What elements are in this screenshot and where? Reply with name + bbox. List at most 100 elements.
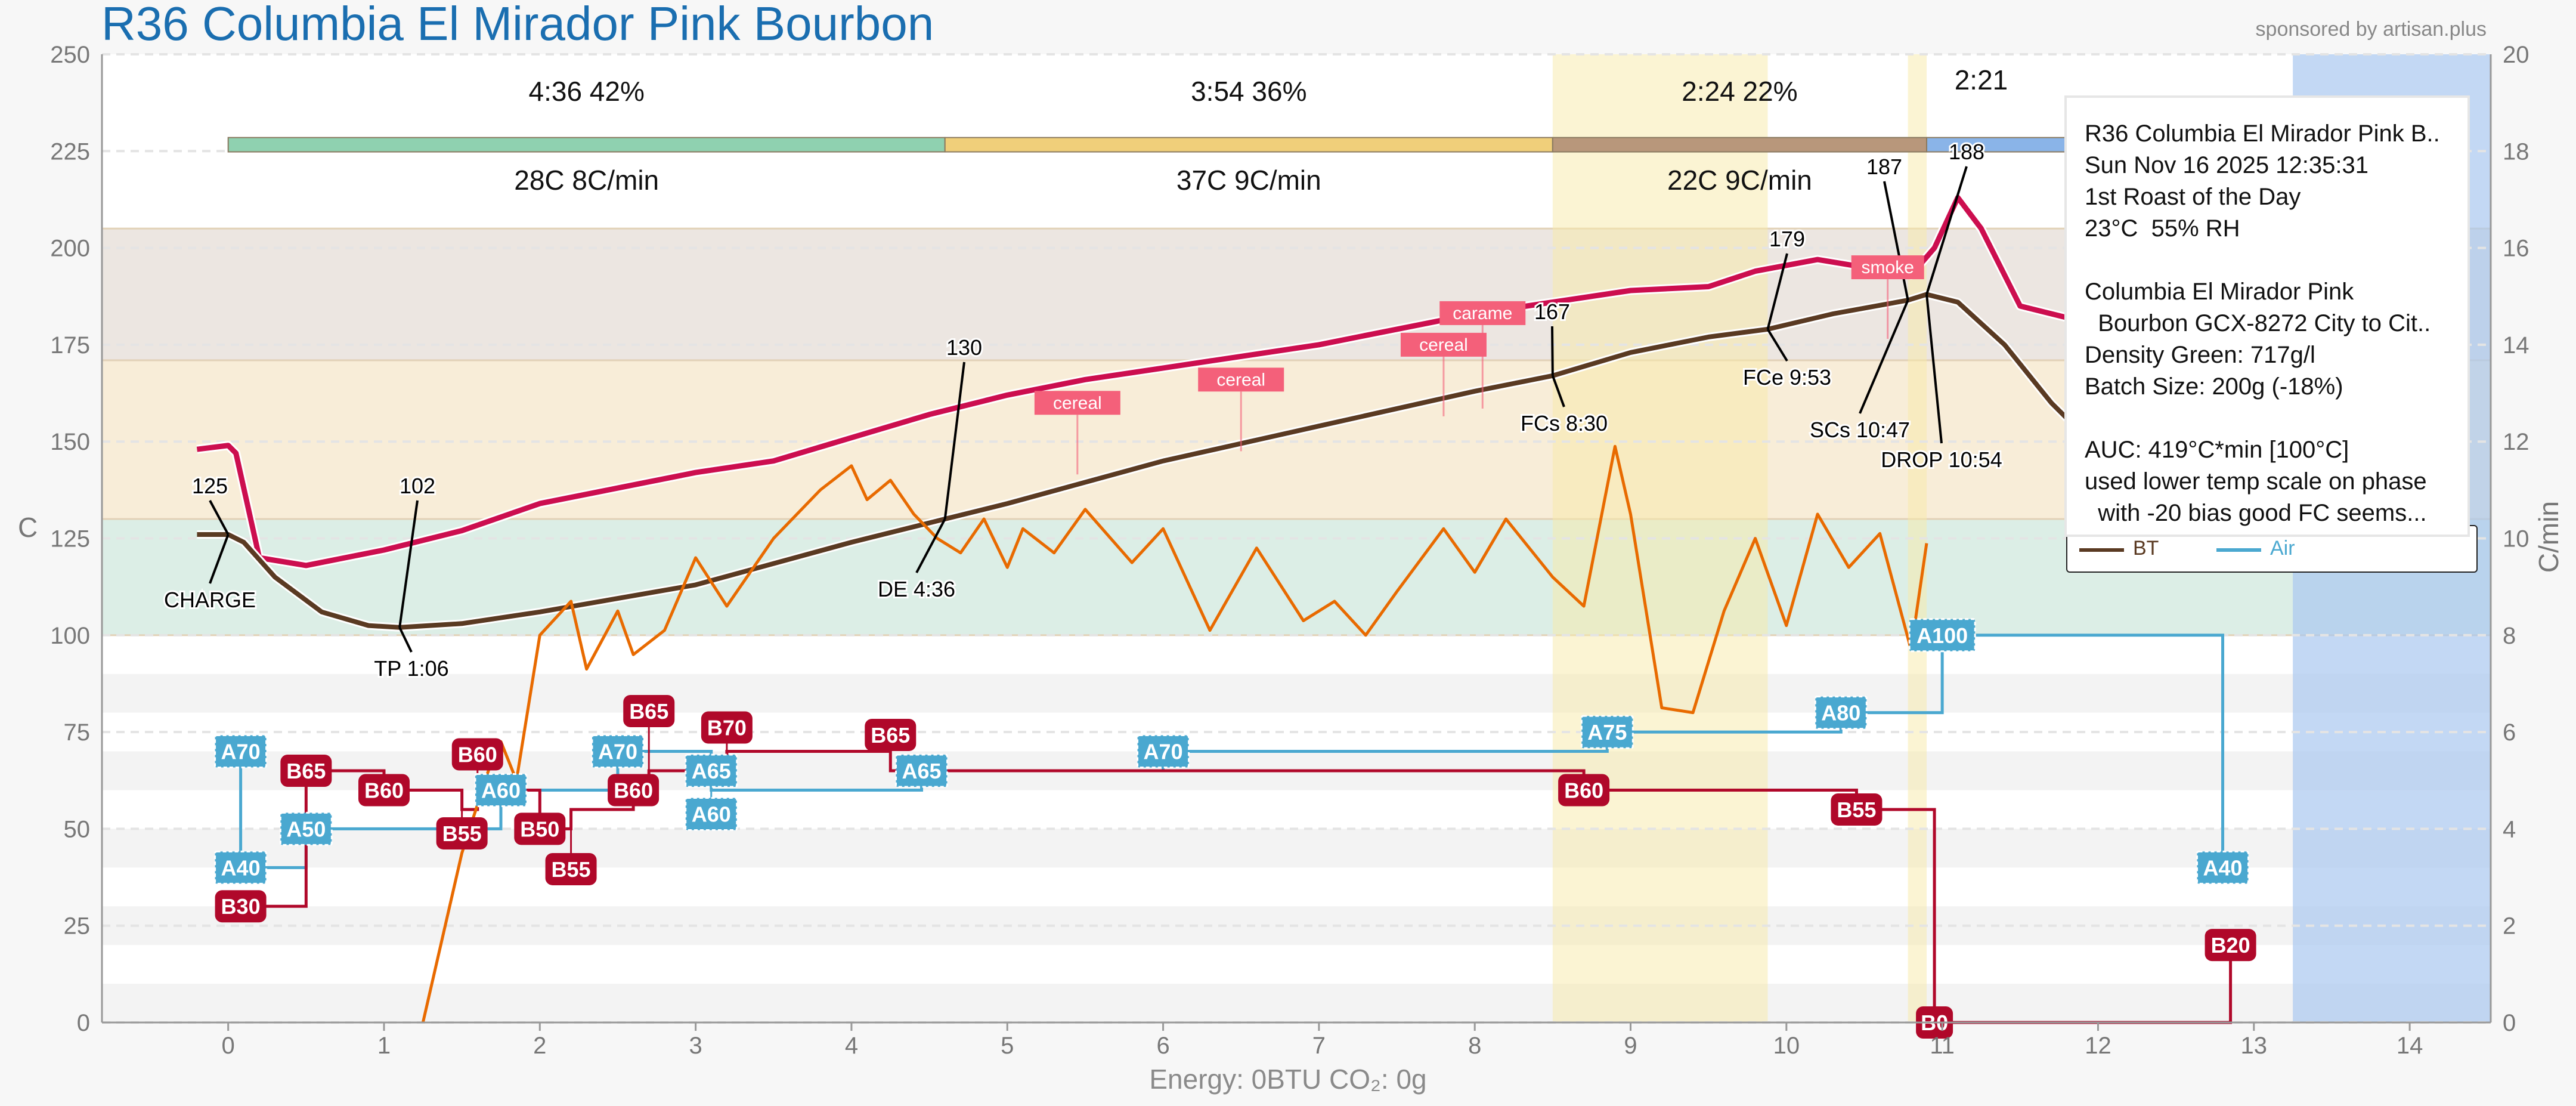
grid-stripe (102, 674, 2491, 713)
x-tick-label: 5 (1001, 1033, 1014, 1059)
air-tag (279, 811, 333, 846)
burner-tag (623, 695, 675, 728)
y2-tick-label: 12 (2503, 429, 2529, 455)
event-annotations: 125 CHARGE 102 TP 1:06 130 DE 4:36 167 FCs 8:30… (162, 138, 2004, 682)
burner-tag-label: B70 (707, 716, 747, 740)
info-line: Sun Nov 16 2025 12:35:31 (2085, 152, 2368, 178)
air-tag-label: A40 (2203, 855, 2243, 880)
event-leader (1925, 294, 1943, 444)
air-step-line (239, 634, 2225, 869)
flavor-tag-label: smoke (1862, 258, 1914, 277)
y-tick-label: 225 (50, 138, 90, 165)
burner-tag-label: B55 (442, 821, 482, 846)
event-value: 187 (1866, 155, 1902, 179)
air-tag-label: A60 (481, 778, 521, 802)
burner-tag-label: B55 (552, 857, 591, 882)
y2-tick-label: 10 (2503, 526, 2529, 552)
event-value: 125 (192, 474, 228, 498)
flavor-tag (1400, 332, 1487, 357)
air-tag-label: A70 (1144, 740, 1183, 764)
chart-axes: 0255075100125150175200225250024681012141… (50, 42, 2529, 1059)
event-leader (398, 626, 413, 653)
x-tick-label: 2 (533, 1033, 546, 1059)
bt-line (197, 292, 2100, 630)
y-axis-label: C (18, 512, 38, 543)
time-band (1552, 54, 1768, 1022)
burner-tag-label: B60 (458, 742, 497, 767)
burner-tag (701, 711, 753, 744)
air-tag-label: A100 (1916, 623, 1968, 648)
energy-footer: Energy: 0BTU CO₂: 0g (1149, 1064, 1427, 1095)
burner-tag-label: B30 (221, 894, 261, 919)
air-tag-label: A65 (692, 759, 731, 783)
burner-tag (865, 719, 917, 752)
phase-duration: 4:36 42% (529, 76, 645, 107)
phase-bars: 4:36 42% 28C 8C/min 3:54 36% 37C 9C/min 2:24… (227, 64, 2145, 196)
y2-tick-label: 0 (2503, 1010, 2516, 1036)
y2-tick-label: 4 (2503, 816, 2516, 842)
x-tick-label: 6 (1156, 1033, 1169, 1059)
y-tick-label: 75 (64, 719, 91, 746)
air-tag-label: A60 (692, 802, 731, 826)
info-line: Batch Size: 200g (-18%) (2085, 373, 2343, 400)
burner-tag-label: B55 (1837, 798, 1876, 822)
air-tag-label: A75 (1587, 720, 1627, 744)
air-tag (214, 850, 268, 885)
x-tick-label: 13 (2241, 1033, 2268, 1059)
legend-label: Air (2270, 537, 2295, 560)
burner-tag-label: B60 (1564, 778, 1603, 802)
y-tick-label: 25 (64, 913, 91, 940)
event-value: 167 (1534, 299, 1570, 324)
event-leader (943, 362, 965, 520)
event-label: SCs 10:47 (1810, 418, 1910, 442)
x-tick-label: 11 (1930, 1033, 1955, 1059)
y-tick-label: 50 (64, 816, 91, 842)
flavor-tag (1198, 367, 1284, 392)
flavor-tag-label: cereal (1419, 335, 1468, 355)
y-tick-label: 200 (50, 236, 90, 262)
legend-label: BT (2133, 537, 2159, 560)
x-tick-label: 0 (222, 1033, 235, 1059)
event-leader (1859, 299, 1909, 414)
legend-swatch (2079, 548, 2124, 552)
burner-tag (358, 774, 410, 807)
event-leader (1883, 181, 1909, 301)
sponsor-text: sponsored by artisan.plus (2255, 18, 2487, 41)
burner-tag-label: B60 (364, 778, 404, 802)
air-tag (685, 753, 738, 788)
x-tick-label: 4 (845, 1033, 858, 1059)
air-tag (1814, 696, 1868, 730)
burner-tag-label: B50 (520, 817, 559, 841)
y2-tick-label: 16 (2503, 236, 2529, 262)
burner-tag-label: B65 (629, 699, 668, 724)
event-label: DROP 10:54 (1881, 447, 2002, 472)
phase-duration: 3:54 36% (1191, 76, 1306, 107)
air-tag-label: A50 (286, 817, 326, 841)
grid-stripe (102, 984, 2491, 1022)
burner-tag (2205, 929, 2256, 962)
air-tag (1580, 715, 1634, 749)
x-tick-label: 7 (1312, 1033, 1326, 1059)
event-leader (1925, 166, 1968, 295)
burner-tag (608, 774, 660, 807)
air-tag-label: A40 (221, 855, 261, 880)
info-line (2085, 403, 2467, 434)
x-tick-label: 9 (1624, 1033, 1637, 1059)
event-leader (1551, 326, 1554, 376)
info-line: 1st Roast of the Day (2085, 184, 2301, 210)
burner-tag (1558, 774, 1610, 807)
y2-tick-label: 20 (2503, 42, 2529, 68)
y-tick-label: 100 (50, 623, 90, 649)
burner-tag (280, 755, 332, 787)
y-tick-label: 175 (50, 332, 90, 359)
phase-delta: 22C 9C/min (1667, 165, 1812, 196)
event-leader (209, 534, 230, 584)
burner-tag (545, 852, 597, 885)
burner-tag-label: B65 (286, 759, 326, 783)
event-leader (1766, 253, 1788, 330)
x-tick-label: 14 (2397, 1033, 2423, 1059)
y-tick-label: 0 (77, 1010, 90, 1036)
phase-duration: 2:24 22% (1682, 76, 1797, 107)
phase-bar (944, 137, 1553, 153)
flavor-tag (1851, 255, 1924, 280)
